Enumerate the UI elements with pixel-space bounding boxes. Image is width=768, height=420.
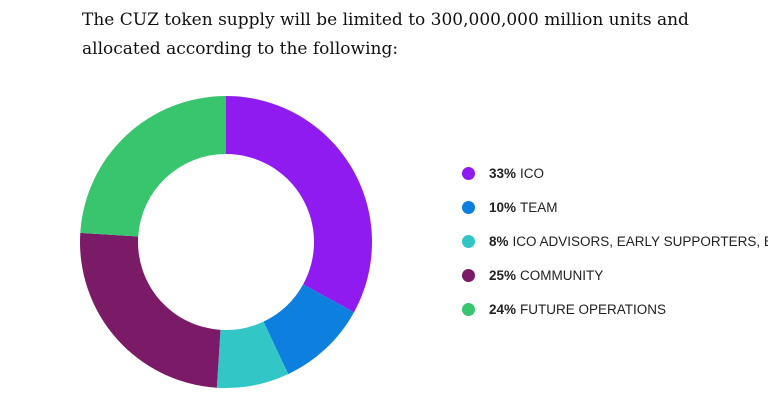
legend-percent-future-operations: 24% bbox=[489, 302, 517, 318]
legend-percent-team: 10% bbox=[489, 199, 517, 215]
legend-percent-ico: 33% bbox=[489, 165, 517, 181]
legend-item-ico: 33% ICO bbox=[462, 156, 768, 190]
legend-percent-advisors: 8% bbox=[489, 233, 509, 249]
donut-slice-advisors bbox=[216, 321, 289, 389]
legend-label-future-operations: FUTURE OPERATIONS bbox=[520, 302, 667, 318]
intro-text: The CUZ token supply will be limited to … bbox=[82, 10, 689, 59]
legend-item-future-operations: 24% FUTURE OPERATIONS bbox=[462, 293, 768, 327]
legend-swatch-team bbox=[462, 200, 475, 214]
legend-swatch-community bbox=[462, 269, 475, 283]
legend-percent-community: 25% bbox=[489, 268, 517, 284]
legend-label-advisors: ICO ADVISORS, EARLY SUPPORTERS, BO bbox=[512, 233, 768, 249]
chart-legend: 33% ICO 10% TEAM 8% ICO ADVISORS, EARLY … bbox=[462, 156, 768, 327]
legend-item-community: 25% COMMUNITY bbox=[462, 259, 768, 293]
donut-slice-ico bbox=[226, 96, 372, 313]
legend-swatch-future-operations bbox=[462, 303, 475, 317]
donut-slice-future-operations bbox=[80, 96, 226, 237]
legend-label-community: COMMUNITY bbox=[520, 268, 604, 284]
legend-item-advisors: 8% ICO ADVISORS, EARLY SUPPORTERS, BO bbox=[462, 224, 768, 258]
donut-slice-community bbox=[79, 232, 221, 388]
donut-chart bbox=[79, 96, 372, 389]
legend-item-team: 10% TEAM bbox=[462, 190, 768, 224]
legend-swatch-ico bbox=[462, 166, 475, 180]
legend-label-ico: ICO bbox=[520, 165, 545, 181]
donut-slice-team bbox=[263, 284, 354, 375]
legend-label-team: TEAM bbox=[520, 199, 558, 215]
legend-swatch-advisors bbox=[462, 234, 475, 248]
